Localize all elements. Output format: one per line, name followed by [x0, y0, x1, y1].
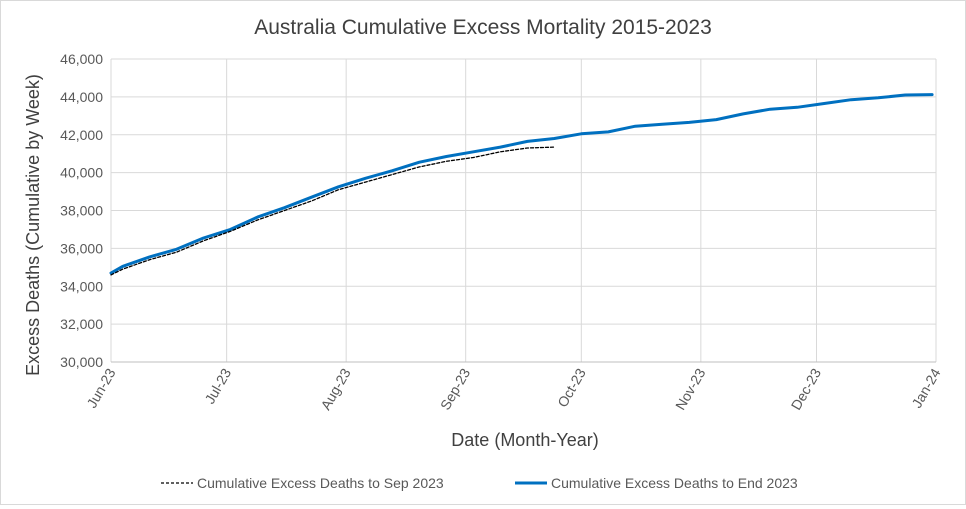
y-axis-label: Excess Deaths (Cumulative by Week) — [23, 74, 43, 376]
y-tick-label: 32,000 — [60, 316, 103, 332]
y-tick-label: 30,000 — [60, 354, 103, 370]
y-tick-label: 40,000 — [60, 165, 103, 181]
x-tick-label: Jul-23 — [201, 365, 234, 406]
x-tick-label: Jun-23 — [83, 365, 118, 410]
y-tick-labels: 30,000 32,000 34,000 36,000 38,000 40,000 42,0… — [60, 51, 103, 370]
gridlines — [110, 58, 937, 363]
x-tick-label: Jan-24 — [908, 365, 943, 410]
y-tick-label: 42,000 — [60, 127, 103, 143]
y-tick-label: 36,000 — [60, 240, 103, 256]
x-tick-label: Aug-23 — [317, 365, 354, 412]
y-tick-label: 38,000 — [60, 203, 103, 219]
chart-title: Australia Cumulative Excess Mortality 20… — [254, 16, 712, 39]
x-tick-label: Nov-23 — [672, 365, 709, 412]
x-tick-label: Oct-23 — [554, 365, 589, 410]
series-line-to-sep-2023 — [110, 146, 555, 276]
y-tick-label: 34,000 — [60, 278, 103, 294]
y-tick-label: 46,000 — [60, 51, 103, 67]
series-line-to-end-2023 — [109, 93, 934, 275]
legend-label: Cumulative Excess Deaths to End 2023 — [551, 475, 798, 491]
x-tick-label: Dec-23 — [788, 365, 825, 412]
x-tick-labels: Jun-23 Jul-23 Aug-23 Sep-23 Oct-23 Nov-23 Dec-… — [83, 365, 943, 412]
x-tick-label: Sep-23 — [437, 365, 474, 412]
y-tick-label: 44,000 — [60, 89, 103, 105]
legend-label: Cumulative Excess Deaths to Sep 2023 — [197, 475, 444, 491]
legend: Cumulative Excess Deaths to Sep 2023 Cumu… — [161, 475, 798, 491]
x-axis-label: Date (Month-Year) — [451, 430, 598, 450]
series-lines — [109, 93, 934, 276]
